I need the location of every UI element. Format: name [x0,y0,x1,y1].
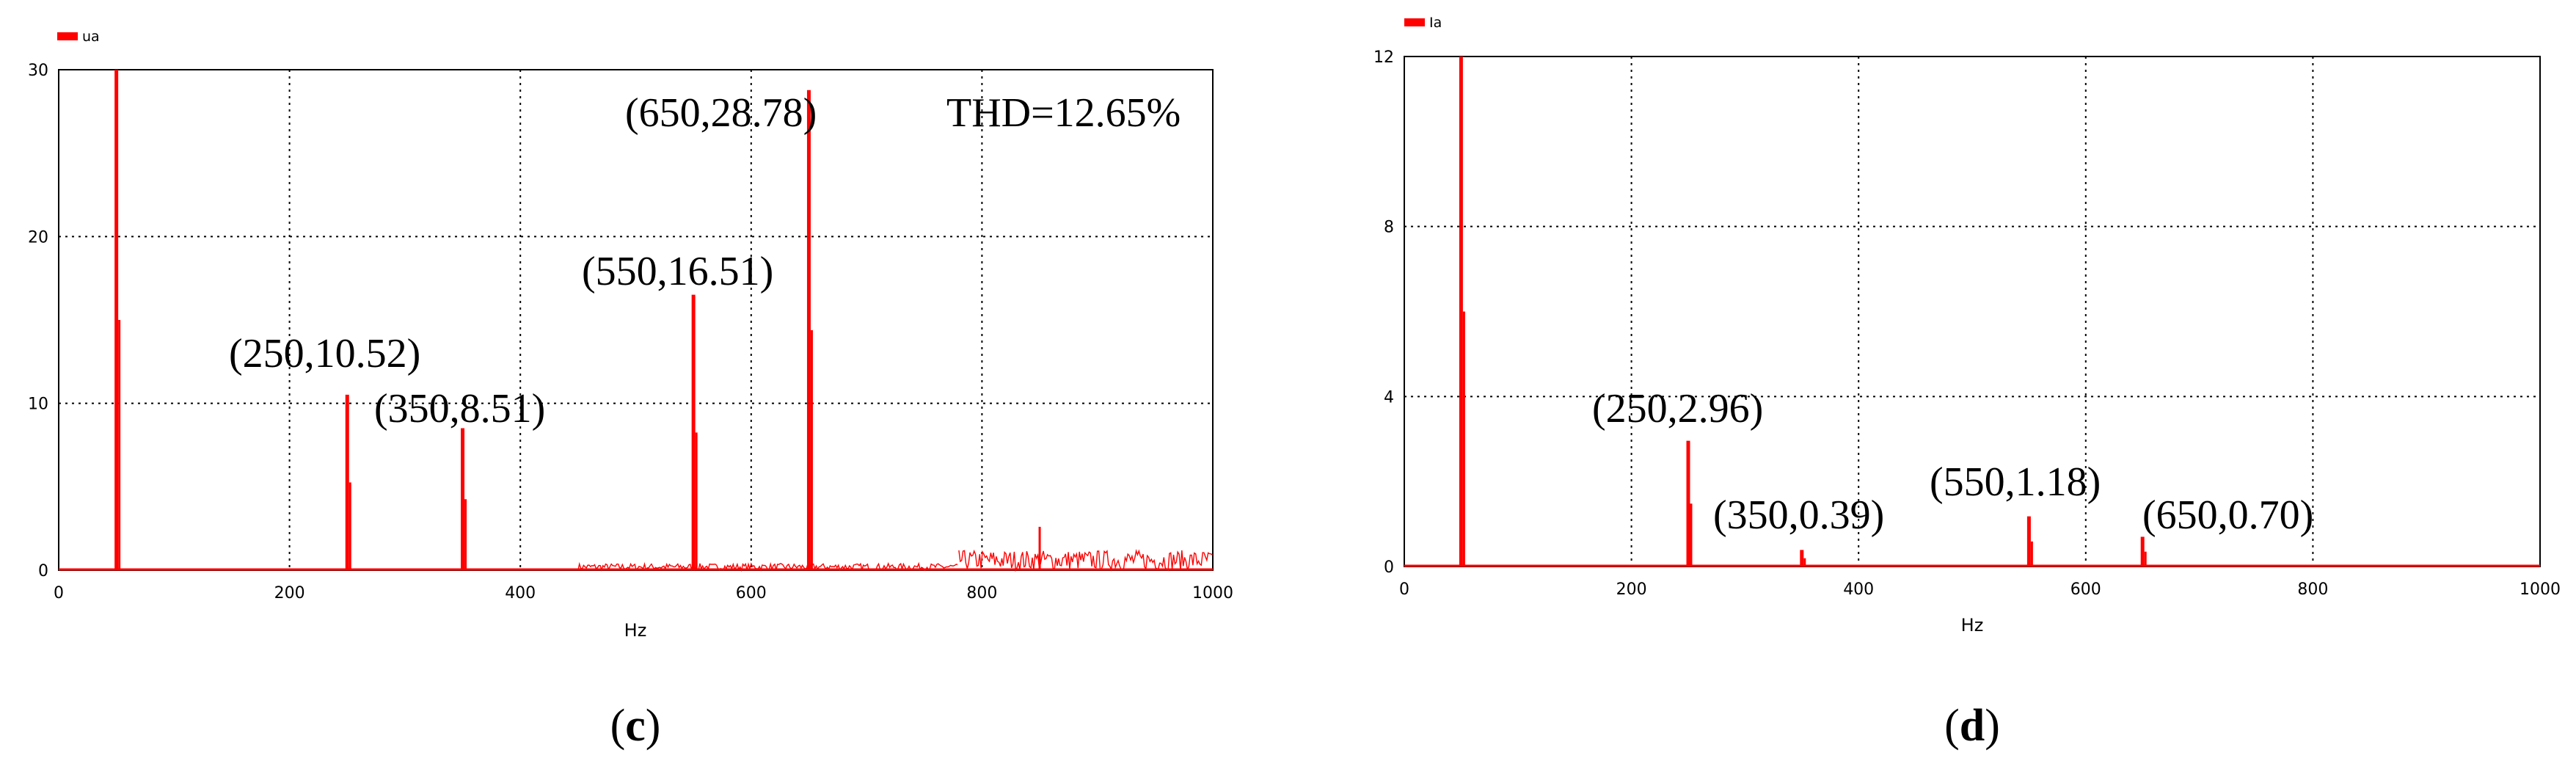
y-tick-label-0: 0 [38,562,48,580]
tick-labels-c: 0 200 400 600 800 1000 0 10 20 30 [28,62,1233,602]
svg-text:(d): (d) [1944,701,2000,751]
x-axis-title-c: Hz [624,620,647,641]
y-tick-label-8: 8 [1384,219,1394,237]
caption-letter-d: d [1960,701,1985,751]
y-tick-label-4: 4 [1384,388,1394,407]
caption-letter-c: c [625,701,646,751]
annotation-550-d: (550,1.18) [1930,459,2101,505]
annotation-650-d: (650,0.70) [2142,492,2313,538]
x-tick-label-800: 800 [2297,580,2328,599]
caption-d: (d) [1944,701,2000,751]
legend-swatch-ua [57,32,78,40]
x-tick-label-600: 600 [2070,580,2101,599]
annotation-650: (650,28.78) [625,90,817,136]
thd-annotation: THD=12.65% [946,90,1181,136]
y-tick-label-0: 0 [1384,558,1394,577]
harmonic-peaks-c [59,70,1213,571]
x-tick-label-200: 200 [1616,580,1647,599]
gridlines-d [1404,57,2540,567]
annotation-250: (250,10.52) [229,331,420,376]
x-axis-title-d: Hz [1961,615,1984,636]
x-tick-label-400: 400 [505,584,536,602]
x-tick-label-400: 400 [1843,580,1874,599]
x-tick-label-0: 0 [1399,580,1409,599]
caption-open-paren-c: ( [610,701,626,751]
gridlines-c [59,70,1213,570]
x-tick-label-800: 800 [966,584,997,602]
x-tick-label-1000: 1000 [1192,584,1233,602]
annotation-250-d: (250,2.96) [1592,386,1763,431]
caption-c: (c) [610,701,661,751]
x-tick-label-200: 200 [274,584,305,602]
y-tick-label-30: 30 [28,62,48,80]
annotation-550: (550,16.51) [582,249,773,294]
x-tick-label-1000: 1000 [2520,580,2561,599]
svg-text:(c): (c) [610,701,661,751]
y-tick-label-10: 10 [28,396,48,414]
plot-area-c [58,69,1214,571]
annotation-350-d: (350,0.39) [1713,492,1884,538]
legend-swatch-ia [1404,18,1425,26]
caption-close-paren-c: ) [646,701,661,751]
panel-d: Ia 0 200 400 600 800 1000 0 4 8 12 (250,2.96) (35… [1373,15,2561,751]
x-tick-label-0: 0 [54,584,64,602]
caption-close-paren-d: ) [1985,701,2000,751]
y-tick-label-20: 20 [28,228,48,247]
y-tick-label-12: 12 [1373,48,1394,67]
annotation-350: (350,8.51) [374,386,545,431]
legend-label-ia: Ia [1429,15,1442,31]
legend-label-ua: ua [82,29,100,45]
noise-segment-1 [958,548,1213,572]
caption-open-paren-d: ( [1944,701,1960,751]
harmonic-peaks-d [1404,57,2540,567]
plot-area-d [1404,56,2541,567]
tick-labels-d: 0 200 400 600 800 1000 0 4 8 12 [1373,48,2561,599]
x-tick-label-600: 600 [736,584,767,602]
